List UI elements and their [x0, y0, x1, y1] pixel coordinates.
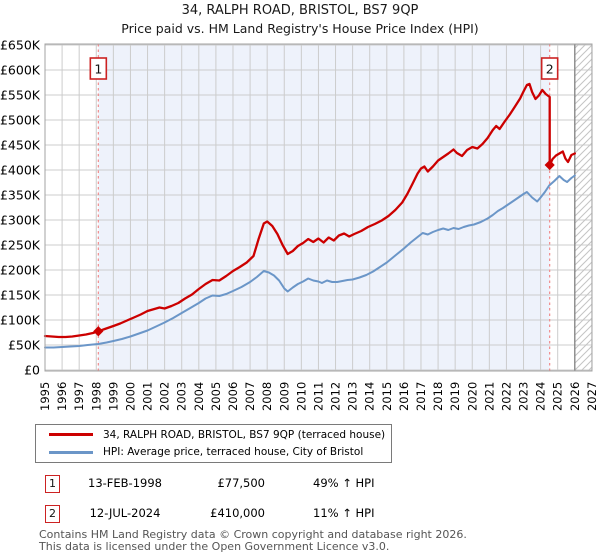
sale-2-vs-hpi: 11% ↑ HPI: [313, 506, 375, 520]
x-tick-label: 1998: [89, 382, 103, 411]
x-tick-label: 2003: [175, 382, 189, 411]
x-tick-label: 2026: [568, 382, 582, 411]
sale-2-number-badge: 2: [45, 505, 60, 523]
chart-legend: 34, RALPH ROAD, BRISTOL, BS7 9QP (terrac…: [35, 424, 392, 463]
x-tick-label: 2013: [346, 382, 360, 411]
x-tick-label: 2006: [226, 382, 240, 411]
y-tick-label: £150K: [0, 288, 41, 303]
x-tick-label: 2000: [123, 382, 137, 411]
sale-1-vs-hpi: 49% ↑ HPI: [313, 476, 375, 490]
y-tick-label: £100K: [0, 313, 41, 328]
x-tick-label: 2027: [585, 382, 599, 411]
x-tick-label: 2017: [414, 382, 428, 411]
sale-row-1: 1 13-FEB-1998 £77,500 49% ↑ HPI: [0, 475, 600, 495]
x-tick-label: 2023: [517, 382, 531, 411]
legend-label-hpi: HPI: Average price, terraced house, City…: [103, 446, 364, 459]
sale-2-flag-box: [540, 57, 559, 80]
x-tick-label: 2022: [499, 382, 513, 411]
x-tick-label: 1999: [106, 382, 120, 411]
y-tick-label: £600K: [0, 63, 41, 78]
x-tick-label: 2019: [448, 382, 462, 411]
x-tick-label: 2016: [397, 382, 411, 411]
x-tick-label: 1997: [72, 382, 86, 411]
x-tick-label: 1996: [55, 382, 69, 411]
x-tick-label: 2010: [294, 382, 308, 411]
x-tick-label: 2005: [209, 382, 223, 411]
property-line-swatch: [49, 433, 93, 437]
x-tick-label: 2001: [141, 382, 155, 411]
x-tick-label: 2018: [431, 382, 445, 411]
y-tick-label: £50K: [8, 338, 41, 353]
series-line: [43, 82, 576, 339]
page-subtitle: Price paid vs. HM Land Registry's House …: [121, 21, 479, 36]
x-tick-label: 1995: [38, 382, 52, 411]
hpi-line-swatch: [49, 450, 93, 454]
y-tick-label: £250K: [0, 238, 41, 253]
x-tick-label: 2021: [482, 382, 496, 411]
sale-1-flag-box: [89, 57, 108, 80]
y-tick-label: £400K: [0, 163, 41, 178]
y-tick-label: £200K: [0, 263, 41, 278]
sale-row-2: 2 12-JUL-2024 £410,000 11% ↑ HPI: [0, 505, 600, 525]
x-tick-label: 2007: [243, 382, 257, 411]
sale-2-date: 12-JUL-2024: [89, 506, 161, 520]
y-tick-label: £650K: [0, 38, 41, 53]
x-tick-label: 2009: [277, 382, 291, 411]
x-tick-label: 2012: [329, 382, 343, 411]
y-tick-label: £500K: [0, 113, 41, 128]
x-tick-label: 2020: [465, 382, 479, 411]
y-tick-label: £0: [24, 363, 40, 378]
y-tick-label: £550K: [0, 88, 41, 103]
sale-1-date: 13-FEB-1998: [88, 476, 162, 490]
x-tick-label: 2024: [534, 382, 548, 411]
y-tick-label: £300K: [0, 213, 41, 228]
footer-line-1: Contains HM Land Registry data © Crown c…: [39, 528, 467, 541]
legend-item-property: 34, RALPH ROAD, BRISTOL, BS7 9QP (terrac…: [36, 427, 391, 443]
x-tick-label: 2008: [260, 382, 274, 411]
sale-1-flag-number: 1: [94, 62, 102, 77]
legend-label-property: 34, RALPH ROAD, BRISTOL, BS7 9QP (terrac…: [103, 428, 386, 441]
x-tick-label: 2015: [380, 382, 394, 411]
x-tick-label: 2004: [192, 382, 206, 411]
series-line: [44, 174, 576, 349]
x-tick-label: 2011: [311, 382, 325, 411]
sale-1-price: £77,500: [217, 476, 265, 490]
y-tick-label: £450K: [0, 138, 41, 153]
price-chart: £650K £600K £550K £500K £450K £400K £350K £300K…: [0, 38, 599, 412]
footer-line-2: This data is licensed under the Open Gov…: [39, 539, 390, 553]
sale-2-flag-number: 2: [546, 62, 554, 77]
sale-1-number-badge: 1: [45, 475, 60, 493]
legend-item-hpi: HPI: Average price, terraced house, City…: [36, 444, 391, 460]
x-tick-label: 2014: [363, 382, 377, 411]
x-tick-label: 2025: [551, 382, 565, 411]
page-title: 34, RALPH ROAD, BRISTOL, BS7 9QP: [181, 3, 419, 18]
license-footer: Contains HM Land Registry data © Crown c…: [39, 529, 599, 552]
sale-2-price: £410,000: [210, 506, 265, 520]
future-hatch-region: [574, 44, 592, 371]
x-tick-label: 2002: [158, 382, 172, 411]
between-sales-shading: [98, 44, 550, 371]
y-tick-label: £350K: [0, 188, 41, 203]
